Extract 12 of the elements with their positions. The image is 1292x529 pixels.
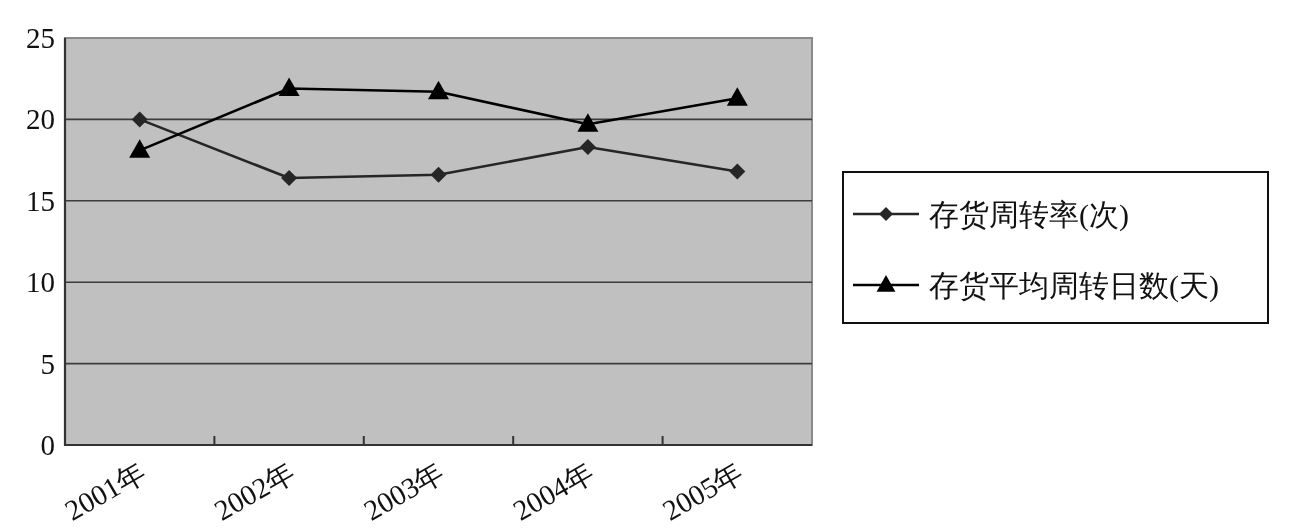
point xyxy=(131,111,148,128)
point xyxy=(726,87,748,106)
legend-label: 存货平均周转日数(天) xyxy=(929,269,1219,303)
point xyxy=(278,77,300,96)
point xyxy=(579,139,596,156)
point xyxy=(729,163,746,180)
point xyxy=(577,113,599,132)
point xyxy=(428,80,449,100)
point xyxy=(281,170,298,187)
point xyxy=(129,139,151,158)
point xyxy=(430,166,447,183)
legend-label: 存货周转率(次) xyxy=(929,198,1129,232)
